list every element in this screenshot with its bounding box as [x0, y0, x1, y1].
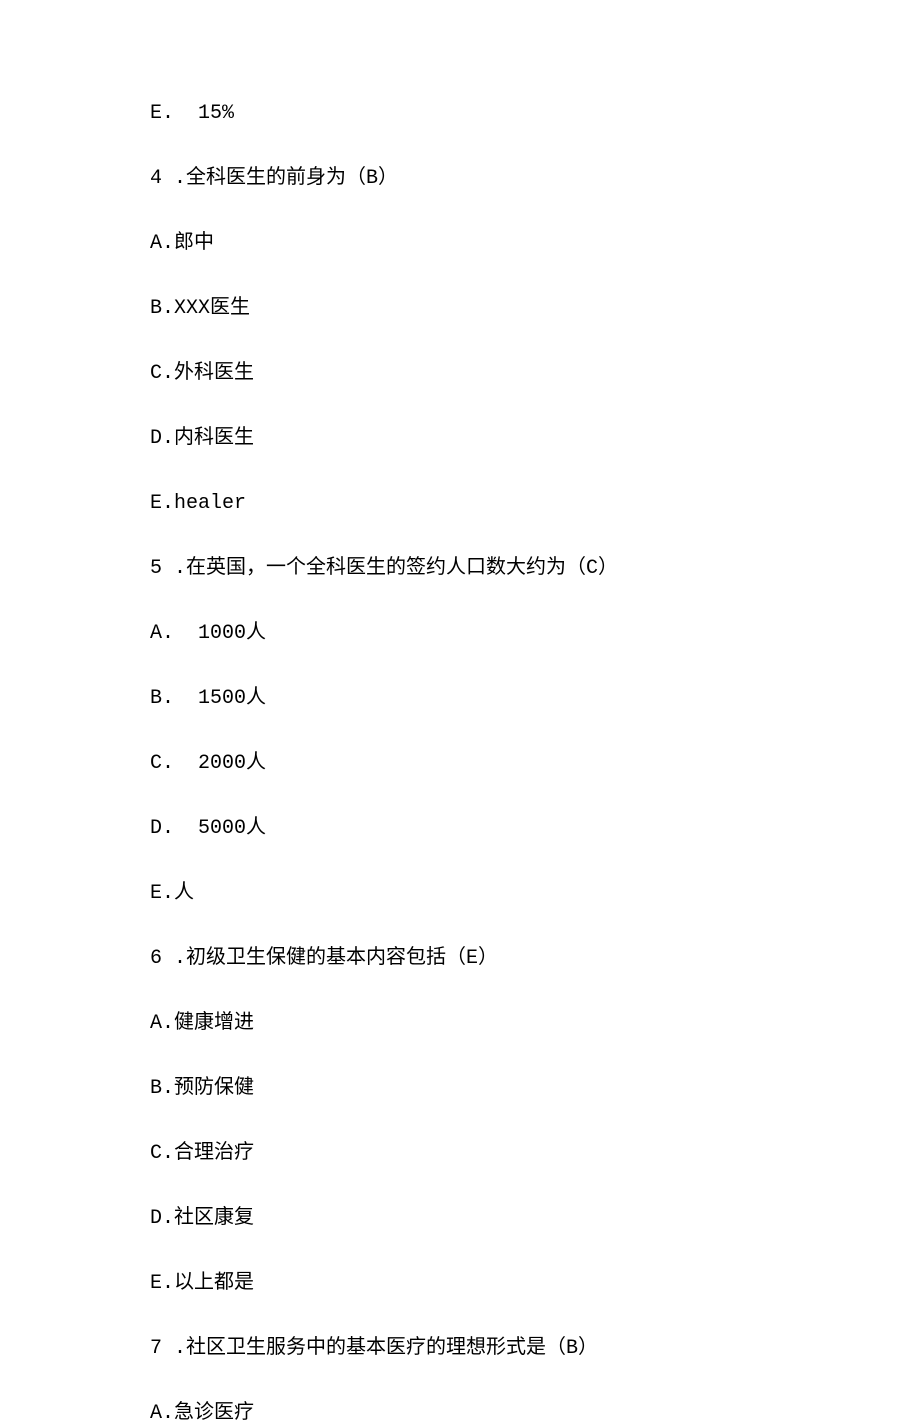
- text-segment: 社区卫生服务中的基本医疗的理想形式是（: [186, 1336, 566, 1358]
- text-segment: C.: [150, 1142, 174, 1165]
- text-line: A.郎中: [150, 228, 820, 258]
- text-line: E. 15%: [150, 98, 820, 128]
- text-segment: 人: [246, 751, 266, 773]
- text-segment: 初级卫生保健的基本内容包括（: [186, 946, 466, 968]
- text-segment: 社区康复: [174, 1206, 254, 1228]
- text-segment: 急诊医疗: [174, 1401, 254, 1423]
- text-segment: C. 2000: [150, 752, 246, 775]
- text-line: E.人: [150, 878, 820, 908]
- text-segment: B: [366, 167, 378, 190]
- text-segment: E.: [150, 1272, 174, 1295]
- text-line: E.healer: [150, 488, 820, 518]
- text-segment: 人: [174, 881, 194, 903]
- text-segment: 5 .: [150, 557, 186, 580]
- text-line: B. 1500人: [150, 683, 820, 713]
- document-content: E. 15%4 .全科医生的前身为（B）A.郎中B.XXX医生C.外科医生D.内…: [150, 98, 820, 1428]
- text-line: E.以上都是: [150, 1268, 820, 1298]
- text-segment: ）: [478, 946, 498, 968]
- text-line: D.内科医生: [150, 423, 820, 453]
- text-segment: ）: [578, 1336, 598, 1358]
- text-segment: 合理治疗: [174, 1141, 254, 1163]
- text-segment: E.healer: [150, 492, 246, 515]
- text-segment: D. 5000: [150, 817, 246, 840]
- text-segment: A.: [150, 1012, 174, 1035]
- text-line: D.社区康复: [150, 1203, 820, 1233]
- text-segment: 人: [246, 621, 266, 643]
- text-line: B.XXX医生: [150, 293, 820, 323]
- text-line: A.急诊医疗: [150, 1398, 820, 1428]
- text-segment: C: [586, 557, 598, 580]
- text-segment: 6 .: [150, 947, 186, 970]
- text-segment: 在英国，一个全科医生的签约人口数大约为（: [186, 556, 586, 578]
- text-segment: B.XXX: [150, 297, 210, 320]
- text-segment: ）: [598, 556, 618, 578]
- text-segment: 郎中: [174, 231, 214, 253]
- text-segment: B: [566, 1337, 578, 1360]
- text-segment: ）: [378, 166, 398, 188]
- text-segment: 健康增进: [174, 1011, 254, 1033]
- text-line: C.外科医生: [150, 358, 820, 388]
- text-line: C.合理治疗: [150, 1138, 820, 1168]
- text-line: D. 5000人: [150, 813, 820, 843]
- text-segment: 全科医生的前身为（: [186, 166, 366, 188]
- text-segment: 人: [246, 686, 266, 708]
- text-segment: A.: [150, 232, 174, 255]
- text-segment: E.: [150, 882, 174, 905]
- text-segment: E. 15%: [150, 102, 234, 125]
- text-line: A.健康增进: [150, 1008, 820, 1038]
- text-line: C. 2000人: [150, 748, 820, 778]
- text-line: 5 .在英国，一个全科医生的签约人口数大约为（C）: [150, 553, 820, 583]
- text-segment: 外科医生: [174, 361, 254, 383]
- text-segment: 4 .: [150, 167, 186, 190]
- text-segment: 预防保健: [174, 1076, 254, 1098]
- text-segment: 以上都是: [174, 1271, 254, 1293]
- text-segment: A. 1000: [150, 622, 246, 645]
- text-line: B.预防保健: [150, 1073, 820, 1103]
- text-segment: 7 .: [150, 1337, 186, 1360]
- text-segment: 内科医生: [174, 426, 254, 448]
- text-line: A. 1000人: [150, 618, 820, 648]
- text-segment: E: [466, 947, 478, 970]
- text-segment: B.: [150, 1077, 174, 1100]
- text-line: 6 .初级卫生保健的基本内容包括（E）: [150, 943, 820, 973]
- text-segment: C.: [150, 362, 174, 385]
- text-line: 4 .全科医生的前身为（B）: [150, 163, 820, 193]
- text-segment: D.: [150, 427, 174, 450]
- text-segment: A.: [150, 1402, 174, 1425]
- text-line: 7 .社区卫生服务中的基本医疗的理想形式是（B）: [150, 1333, 820, 1363]
- text-segment: B. 1500: [150, 687, 246, 710]
- text-segment: D.: [150, 1207, 174, 1230]
- text-segment: 医生: [210, 296, 250, 318]
- text-segment: 人: [246, 816, 266, 838]
